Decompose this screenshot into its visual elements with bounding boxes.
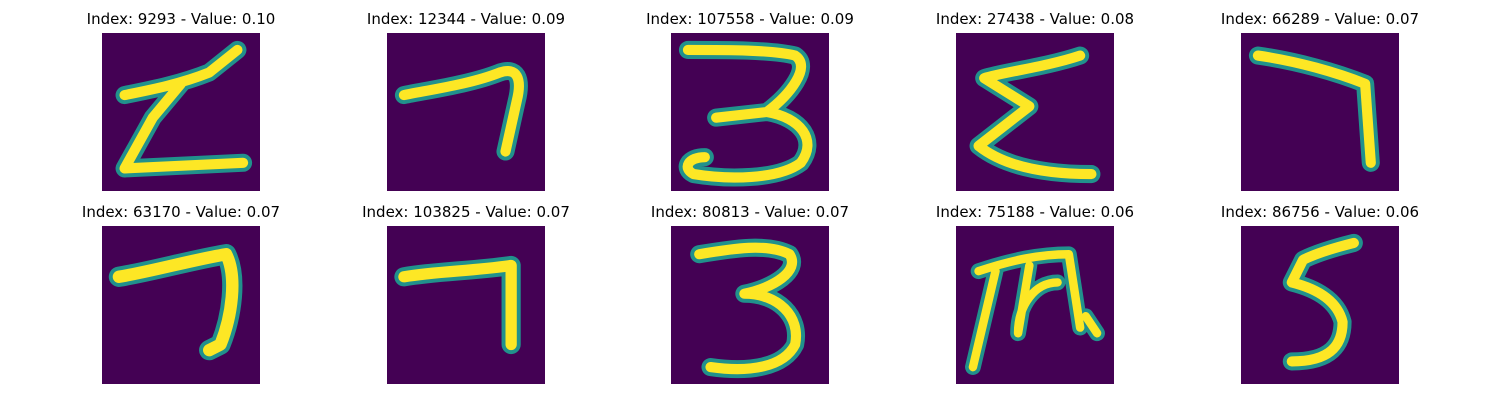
digit-glyph <box>394 255 521 355</box>
panel-title: Index: 66289 - Value: 0.07 <box>1220 10 1420 28</box>
panel-title: Index: 103825 - Value: 0.07 <box>362 203 570 221</box>
panel-title: Index: 75188 - Value: 0.06 <box>935 203 1135 221</box>
panel-title: Index: 86756 - Value: 0.06 <box>1220 203 1420 221</box>
digit-image <box>387 226 545 384</box>
digit-image <box>1241 33 1399 191</box>
digit-image <box>102 33 260 191</box>
digit-image <box>1241 226 1399 384</box>
panel-title: Index: 27438 - Value: 0.08 <box>935 10 1135 28</box>
digit-glyph <box>690 238 805 379</box>
digit-image <box>671 226 829 384</box>
digit-glyph <box>969 46 1101 184</box>
digit-glyph <box>678 40 817 187</box>
panel-title: Index: 12344 - Value: 0.09 <box>366 10 566 28</box>
digit-image <box>102 226 260 384</box>
digit-glyph <box>1282 233 1363 371</box>
digit-glyph <box>394 62 528 161</box>
digit-image <box>956 226 1114 384</box>
digit-image <box>671 33 829 191</box>
panel-title: Index: 80813 - Value: 0.07 <box>650 203 850 221</box>
digit-image <box>387 33 545 191</box>
panel-title: Index: 63170 - Value: 0.07 <box>81 203 281 221</box>
digit-glyph <box>108 244 243 361</box>
panel-title: Index: 107558 - Value: 0.09 <box>646 10 854 28</box>
panel-title: Index: 9293 - Value: 0.10 <box>86 10 276 28</box>
digit-glyph <box>1248 46 1380 172</box>
digit-glyph <box>965 246 1105 375</box>
digit-glyph <box>115 40 253 178</box>
digit-image <box>956 33 1114 191</box>
